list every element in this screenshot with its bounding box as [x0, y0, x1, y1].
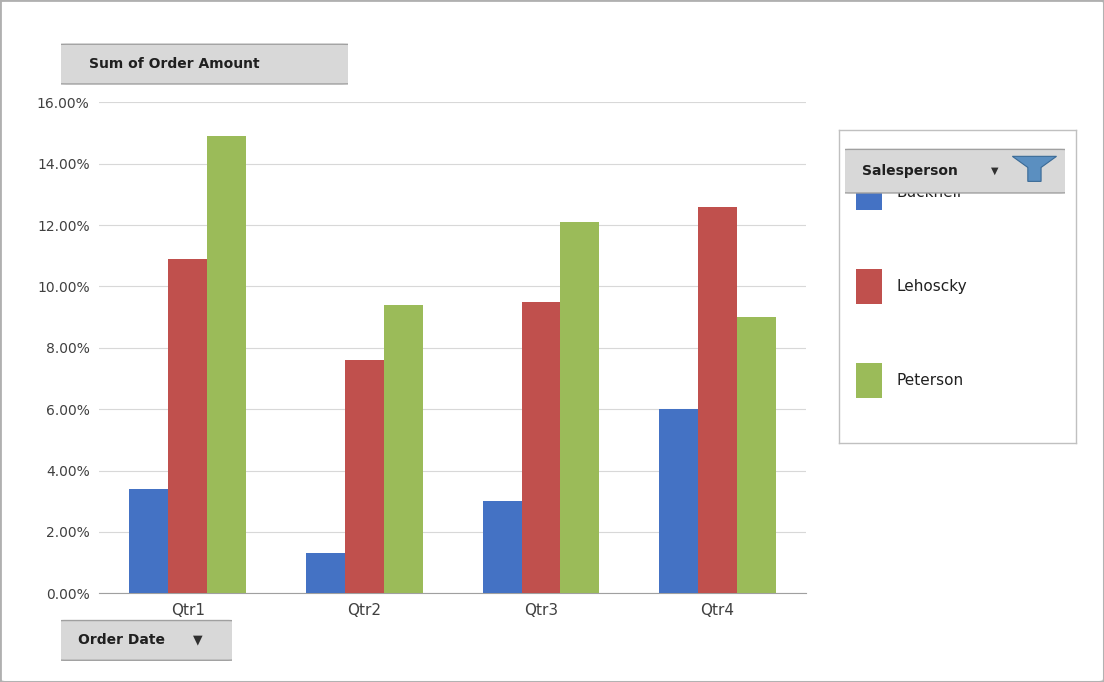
Bar: [208, 136, 246, 593]
Bar: [737, 317, 776, 593]
Bar: [698, 207, 737, 593]
Text: Salesperson: Salesperson: [862, 164, 958, 178]
Text: ▼: ▼: [991, 166, 998, 176]
Bar: [659, 409, 698, 593]
Polygon shape: [1012, 156, 1057, 181]
Bar: [384, 305, 423, 593]
Bar: [129, 489, 168, 593]
Bar: [168, 258, 208, 593]
Text: Peterson: Peterson: [896, 373, 963, 388]
Bar: [482, 501, 521, 593]
FancyBboxPatch shape: [838, 149, 1072, 193]
FancyBboxPatch shape: [856, 175, 882, 209]
Bar: [344, 360, 384, 593]
FancyBboxPatch shape: [55, 621, 237, 660]
Text: Bucknell: Bucknell: [896, 185, 962, 200]
Bar: [306, 554, 344, 593]
Bar: [561, 222, 599, 593]
FancyBboxPatch shape: [52, 44, 357, 84]
Text: Lehoscky: Lehoscky: [896, 279, 967, 294]
Bar: [521, 301, 561, 593]
Text: Sum of Order Amount: Sum of Order Amount: [89, 57, 261, 71]
FancyBboxPatch shape: [856, 364, 882, 398]
FancyBboxPatch shape: [856, 269, 882, 303]
Text: Order Date: Order Date: [77, 634, 164, 647]
Text: ▼: ▼: [193, 634, 202, 647]
